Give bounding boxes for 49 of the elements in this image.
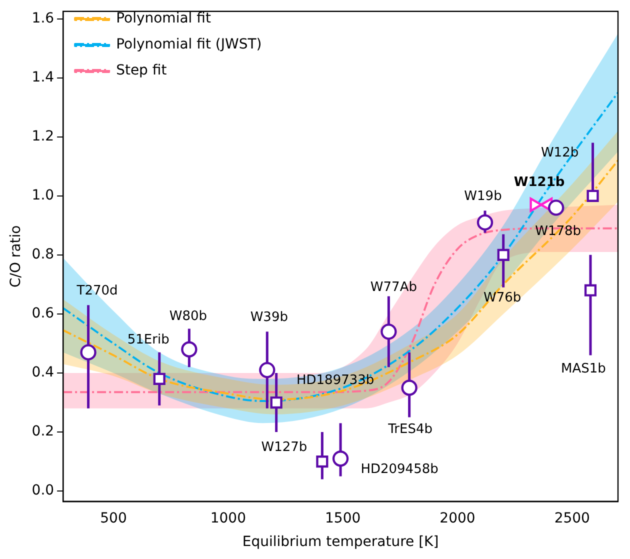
point: [259, 362, 276, 378]
point: [548, 200, 564, 216]
x-axis-title: Equilibrium temperature [K]: [242, 534, 439, 550]
legend-label: Step fit: [116, 62, 168, 79]
y-tick-label: 0.2: [32, 424, 54, 440]
line-series: [63, 92, 618, 402]
annotation: HD209458b: [360, 462, 438, 477]
annotation: W77Ab: [370, 280, 417, 296]
point: [80, 344, 96, 360]
y-tick-label: 0.8: [32, 246, 54, 263]
x-tick-label: 2500: [554, 510, 590, 526]
point: [380, 324, 397, 340]
annotation: W80b: [169, 308, 208, 324]
annotation: W121b: [514, 175, 565, 190]
annotation: MAS1b: [561, 362, 606, 377]
y-tick-label: 1.2: [32, 128, 54, 144]
annotation: W127b: [261, 440, 308, 455]
point: [153, 372, 166, 385]
point: [181, 341, 198, 358]
y-tick-label: 0.6: [32, 306, 54, 322]
point: [332, 450, 349, 467]
annotation: W39b: [250, 310, 288, 326]
x-tick-label: 1500: [325, 510, 361, 526]
point: [270, 396, 282, 409]
point: [497, 248, 510, 261]
point: [316, 456, 328, 468]
y-axis-title: C/O ratio: [8, 225, 24, 288]
line-series: [63, 227, 618, 394]
y-tick-label: 0.0: [32, 482, 54, 499]
point: [586, 190, 599, 202]
annotation: W178b: [535, 224, 582, 240]
y-tick-label: 1.6: [32, 10, 54, 26]
point: [401, 380, 418, 396]
x-tick-label: 1000: [210, 510, 246, 526]
legend-label: Polynomial fit: [116, 10, 212, 27]
y-tick-label: 1.0: [32, 188, 54, 204]
annotation: W76b: [484, 290, 522, 306]
y-tick-label: 1.4: [32, 69, 54, 86]
annotation: W19b: [464, 188, 502, 204]
annotation: TrES4b: [387, 422, 433, 438]
legend-label: Polynomial fit (JWST): [116, 36, 262, 53]
annotation: 51Erib: [127, 332, 170, 348]
point: [584, 284, 597, 296]
x-tick-label: 2000: [440, 510, 476, 526]
annotation: W12b: [540, 145, 579, 160]
y-tick-label: 0.4: [32, 364, 54, 381]
x-tick-label: 500: [100, 510, 127, 526]
annotation: T270d: [76, 283, 118, 298]
point: [476, 214, 494, 231]
